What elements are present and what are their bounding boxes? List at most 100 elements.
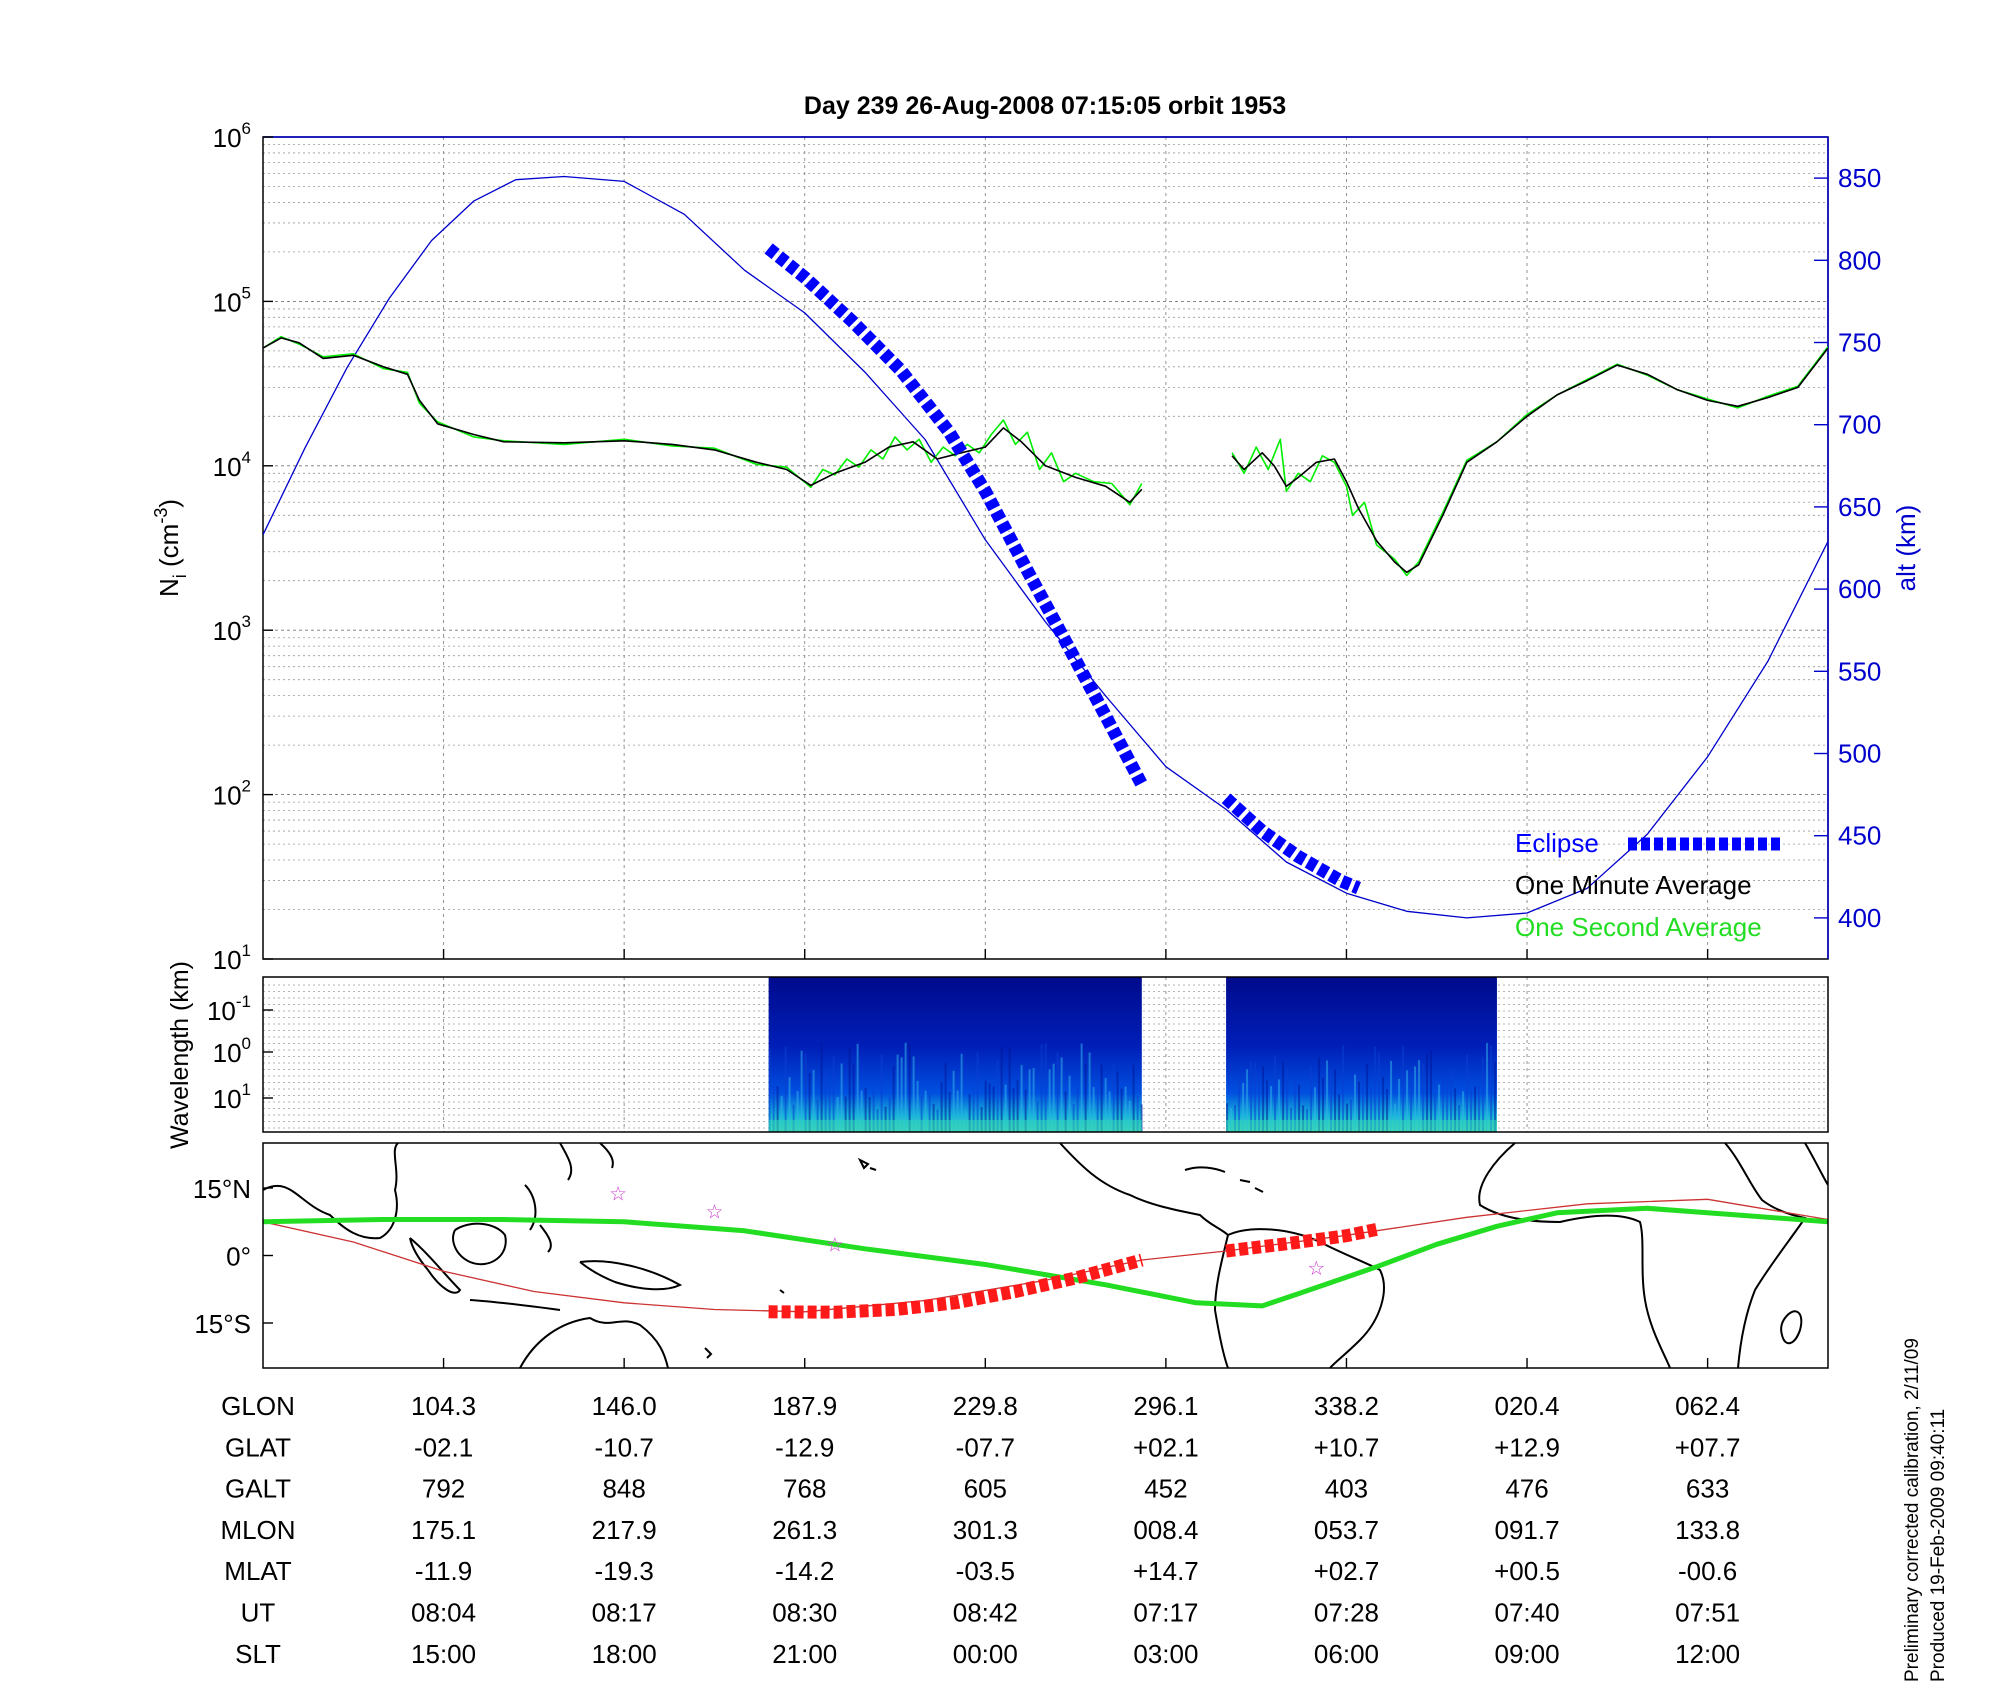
- map-y-tick-label: 0°: [226, 1242, 251, 1272]
- spectrogram-streak: [976, 1052, 979, 1132]
- coast-west-africa: [1478, 1143, 1671, 1368]
- table-cell: 175.1: [411, 1515, 476, 1545]
- spectrogram-streak: [1064, 1091, 1067, 1132]
- map-grid: [442, 1358, 1709, 1368]
- spectrogram-streak: [932, 1103, 935, 1132]
- spectrogram-streak: [996, 1060, 999, 1132]
- spectrogram-streak: [1338, 1094, 1341, 1132]
- table-cell: 07:17: [1133, 1598, 1198, 1628]
- spectrogram-streak: [1278, 1079, 1281, 1132]
- series-altitude: [263, 175, 1828, 919]
- coast-caribbean: [1184, 1166, 1264, 1193]
- spectrogram-streak: [1254, 1063, 1257, 1132]
- coastlines: [263, 1143, 1828, 1368]
- spectrogram-streak: [884, 1106, 887, 1132]
- coast-borneo: [452, 1222, 507, 1266]
- altitude-y-tick-label: 400: [1838, 903, 1881, 933]
- map-series: ☆ ☆ ☆ ☆: [263, 1183, 1828, 1319]
- spectrogram-streak: [1414, 1066, 1417, 1132]
- spectrogram-streak: [816, 1099, 819, 1132]
- spectrogram-streak: [772, 1084, 775, 1132]
- spectrogram-streak: [968, 1094, 971, 1132]
- spectrogram-streak: [1370, 1087, 1373, 1132]
- star-marker: ☆: [1307, 1258, 1325, 1280]
- coast-taiwan-japan: [559, 1143, 614, 1181]
- table-cell: 605: [964, 1474, 1007, 1504]
- spectrogram-streak: [800, 1050, 803, 1132]
- series-one-minute: [1231, 347, 1828, 574]
- spectrogram-streak: [768, 1049, 771, 1132]
- coast-south-america: [1213, 1228, 1385, 1368]
- spectrogram-streak: [840, 1063, 843, 1132]
- spectrogram-streak: [1016, 1080, 1019, 1132]
- table-row-label: UT: [241, 1598, 276, 1628]
- spectrogram-streak: [1092, 1087, 1095, 1132]
- spectrogram-streak: [1374, 1046, 1377, 1132]
- map-y-tick-label: 15°S: [194, 1309, 251, 1339]
- density-y-label: Ni (cm-3): [151, 499, 190, 597]
- table-cell: 08:42: [953, 1598, 1018, 1628]
- table-cell: 633: [1686, 1474, 1729, 1504]
- spectrogram-streak: [984, 1080, 987, 1132]
- spectrogram-streak: [920, 1095, 923, 1132]
- star-marker: ☆: [826, 1235, 844, 1257]
- table-cell: +02.7: [1314, 1556, 1380, 1586]
- spectrogram-y-ticks: 10-1 100 101: [207, 992, 273, 1114]
- spectrogram-streak: [1080, 1043, 1083, 1132]
- spectrogram-streak: [1286, 1069, 1289, 1132]
- spectrogram-streak: [836, 1097, 839, 1132]
- spectrogram-streak: [1390, 1060, 1393, 1132]
- spectrogram-block: [768, 977, 1142, 1132]
- spectrogram-streak: [1358, 1081, 1361, 1132]
- series-eclipse: [764, 243, 1148, 788]
- spectrogram-streak: [1008, 1047, 1011, 1132]
- table-row-label: GLAT: [225, 1432, 291, 1462]
- star-marker: ☆: [705, 1201, 723, 1223]
- spectrogram-low-band: [768, 1120, 1142, 1132]
- table-cell: 12:00: [1675, 1639, 1740, 1669]
- density-panel: 101 102 103 104 105 106 400 450 500 550 600 650 700…: [151, 119, 1921, 975]
- spectrogram-streak: [1366, 1063, 1369, 1132]
- legend-one-second-label: One Second Average: [1515, 912, 1762, 942]
- spectrogram-streak: [1234, 1104, 1237, 1132]
- coast-central-america: [1059, 1143, 1229, 1236]
- spectrogram-streak: [864, 1087, 867, 1132]
- spectrogram-frame: [262, 976, 1829, 1133]
- table-cell: 062.4: [1675, 1391, 1740, 1421]
- spectrogram-panel: 10-1 100 101 Wavelength (km): [166, 961, 1829, 1149]
- spectrogram-streak: [1032, 1068, 1035, 1132]
- spectrogram-streak: [1060, 1057, 1063, 1132]
- density-grid: [263, 137, 1828, 959]
- series-one-minute: [263, 337, 1143, 504]
- map-eclipse-track: [768, 1253, 1144, 1319]
- spectrogram-streak: [896, 1054, 899, 1132]
- table-cell: 08:17: [592, 1598, 657, 1628]
- spectrogram-streak: [1120, 1088, 1123, 1132]
- spectrogram-streak: [1342, 1045, 1345, 1132]
- spectrogram-streak: [948, 1091, 951, 1132]
- coast-australia: [519, 1316, 669, 1368]
- map-eclipse-track: [1225, 1223, 1378, 1258]
- table-cell: 07:28: [1314, 1598, 1379, 1628]
- spectrogram-streak: [980, 1107, 983, 1132]
- table-cell: 217.9: [592, 1515, 657, 1545]
- spectrogram-streak: [952, 1070, 955, 1132]
- spectrogram-streak: [1362, 1075, 1365, 1132]
- altitude-y-tick-label: 500: [1838, 739, 1881, 769]
- spectrogram-streak: [1378, 1052, 1381, 1132]
- spectrogram-streak: [1068, 1075, 1071, 1132]
- table-cell: 020.4: [1494, 1391, 1559, 1421]
- table-cell: 476: [1505, 1474, 1548, 1504]
- table-row-label: GALT: [225, 1474, 291, 1504]
- spectrogram-streak: [1422, 1063, 1425, 1132]
- density-y-tick-label: 106: [213, 119, 251, 153]
- spectrogram-streak: [1112, 1064, 1115, 1132]
- spectrogram-streak: [1226, 1103, 1229, 1132]
- table-cell: +07.7: [1675, 1432, 1741, 1462]
- spectrogram-streak: [1478, 1085, 1481, 1132]
- spectrogram-streak: [868, 1096, 871, 1132]
- spectrogram-streak: [1250, 1061, 1253, 1132]
- table-cell: 133.8: [1675, 1515, 1740, 1545]
- table-cell: 848: [602, 1474, 645, 1504]
- spectrogram-streak: [1108, 1091, 1111, 1132]
